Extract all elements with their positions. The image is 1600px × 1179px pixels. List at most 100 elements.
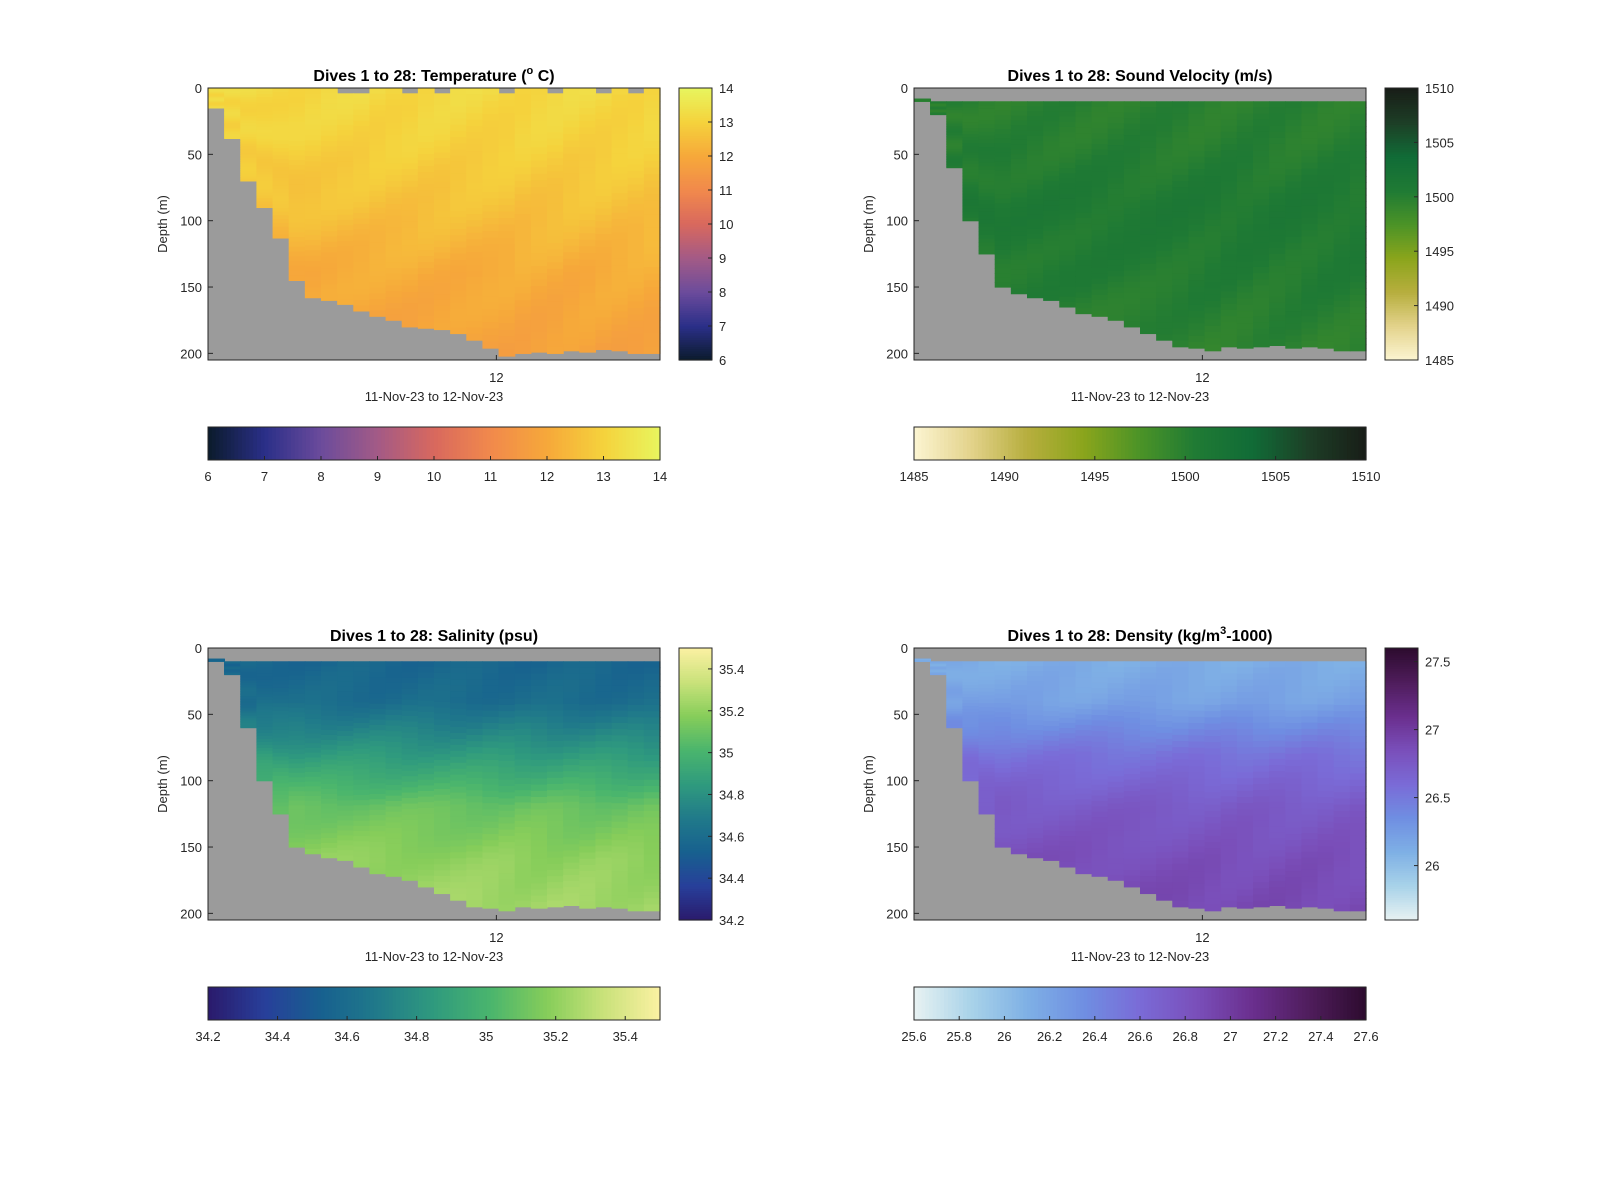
heatmap-cell bbox=[1091, 106, 1109, 113]
heatmap-cell bbox=[304, 166, 322, 173]
heatmap-cell bbox=[272, 117, 290, 123]
heatmap-cell bbox=[1220, 144, 1238, 151]
heatmap-cell bbox=[1107, 754, 1125, 761]
heatmap-cell bbox=[1027, 278, 1044, 284]
heatmap-cell bbox=[1091, 741, 1109, 748]
heatmap-cell bbox=[1172, 888, 1190, 896]
heatmap-cell bbox=[498, 290, 516, 298]
heatmap-cell bbox=[1075, 111, 1093, 118]
heatmap-cell bbox=[240, 143, 258, 147]
heatmap-cell bbox=[337, 850, 354, 856]
heatmap-cell bbox=[1010, 163, 1028, 170]
heatmap-cell bbox=[385, 811, 403, 818]
colorbar-segment bbox=[294, 427, 299, 460]
colorbar-segment bbox=[1188, 427, 1194, 460]
colorbar-segment bbox=[679, 863, 712, 867]
heatmap-cell bbox=[530, 759, 548, 767]
heatmap-cell bbox=[304, 714, 322, 720]
heatmap-cell bbox=[627, 717, 645, 725]
heatmap-cell bbox=[978, 764, 996, 769]
heatmap-cell bbox=[1107, 688, 1125, 695]
heatmap-cell bbox=[1107, 841, 1125, 848]
heatmap-cell bbox=[385, 122, 403, 130]
heatmap-cell bbox=[1172, 771, 1190, 779]
heatmap-cell bbox=[1269, 235, 1286, 243]
colorbar-segment bbox=[679, 904, 712, 907]
heatmap-cell bbox=[1075, 793, 1093, 800]
heatmap-cell bbox=[337, 681, 354, 687]
heatmap-cell bbox=[321, 146, 338, 153]
heatmap-cell bbox=[417, 322, 435, 329]
heatmap-cell bbox=[530, 239, 548, 248]
colorbar-segment bbox=[679, 108, 712, 112]
heatmap-cell bbox=[547, 716, 564, 724]
heatmap-cell bbox=[514, 869, 532, 877]
heatmap-cell bbox=[385, 736, 403, 743]
heatmap-cell bbox=[321, 130, 338, 137]
heatmap-cell bbox=[434, 246, 451, 254]
colorbar-segment bbox=[914, 427, 919, 460]
heatmap-cell bbox=[417, 824, 435, 832]
colorbar-segment bbox=[679, 144, 712, 148]
heatmap-cell bbox=[1253, 150, 1270, 158]
heatmap-cell bbox=[482, 858, 500, 866]
heatmap-cell bbox=[1301, 230, 1319, 237]
heatmap-cell bbox=[1253, 101, 1270, 109]
heatmap-cell bbox=[595, 673, 613, 681]
heatmap-cell bbox=[272, 121, 290, 127]
heatmap-cell bbox=[256, 720, 274, 725]
colorbar-segment bbox=[679, 101, 712, 105]
heatmap-cell bbox=[563, 133, 580, 142]
heatmap-cell bbox=[1059, 686, 1077, 693]
heatmap-cell bbox=[288, 256, 306, 262]
heatmap-cell bbox=[288, 222, 306, 229]
heatmap-cell bbox=[417, 166, 435, 173]
colorbar-segment bbox=[253, 427, 258, 460]
heatmap-cell bbox=[978, 105, 996, 110]
heatmap-cell bbox=[450, 852, 467, 859]
colorbar-segment bbox=[1339, 427, 1344, 460]
heatmap-cell bbox=[1253, 156, 1270, 164]
heatmap-cell bbox=[498, 139, 516, 147]
heatmap-cell bbox=[1140, 835, 1157, 842]
heatmap-cell bbox=[385, 302, 403, 310]
heatmap-cell bbox=[482, 895, 500, 903]
heatmap-cell bbox=[466, 220, 484, 228]
heatmap-cell bbox=[1091, 133, 1109, 140]
colorbar-segment bbox=[679, 648, 712, 651]
heatmap-cell bbox=[1204, 817, 1222, 825]
colorbar-segment bbox=[633, 987, 638, 1020]
heatmap-cell bbox=[547, 164, 564, 172]
colorbar-segment bbox=[321, 987, 326, 1020]
heatmap-cell bbox=[1140, 287, 1157, 294]
heatmap-cell bbox=[1123, 180, 1141, 187]
heatmap-cell bbox=[1317, 249, 1335, 257]
heatmap-cell bbox=[337, 820, 354, 827]
colorbar-segment bbox=[993, 427, 998, 460]
colorbar-segment bbox=[595, 987, 601, 1020]
colorbar-segment bbox=[354, 427, 360, 460]
heatmap-cell bbox=[240, 125, 258, 129]
heatmap-cell bbox=[321, 183, 338, 190]
chart-title: Dives 1 to 28: Temperature (o C) bbox=[313, 65, 554, 85]
heatmap-cell bbox=[547, 777, 564, 785]
heatmap-cell bbox=[304, 255, 322, 262]
heatmap-cell bbox=[1301, 279, 1319, 286]
heatmap-cell bbox=[321, 676, 338, 682]
colorbar-segment bbox=[1385, 273, 1418, 277]
heatmap-cell bbox=[1027, 769, 1044, 775]
colorbar-segment bbox=[679, 228, 712, 232]
colorbar-tick-label: 8 bbox=[719, 285, 726, 300]
heatmap-cell bbox=[978, 707, 996, 712]
colorbar-segment bbox=[679, 233, 712, 236]
heatmap-cell bbox=[1059, 132, 1077, 138]
colorbar-segment bbox=[1385, 341, 1418, 345]
heatmap-cell bbox=[1188, 132, 1206, 139]
heatmap-cell bbox=[946, 712, 964, 715]
heatmap-cell bbox=[547, 320, 564, 328]
colorbar-segment bbox=[366, 987, 371, 1020]
heatmap-cell bbox=[1059, 748, 1077, 755]
heatmap-cell bbox=[288, 712, 306, 718]
heatmap-cell bbox=[595, 125, 613, 133]
heatmap-cell bbox=[595, 221, 613, 229]
